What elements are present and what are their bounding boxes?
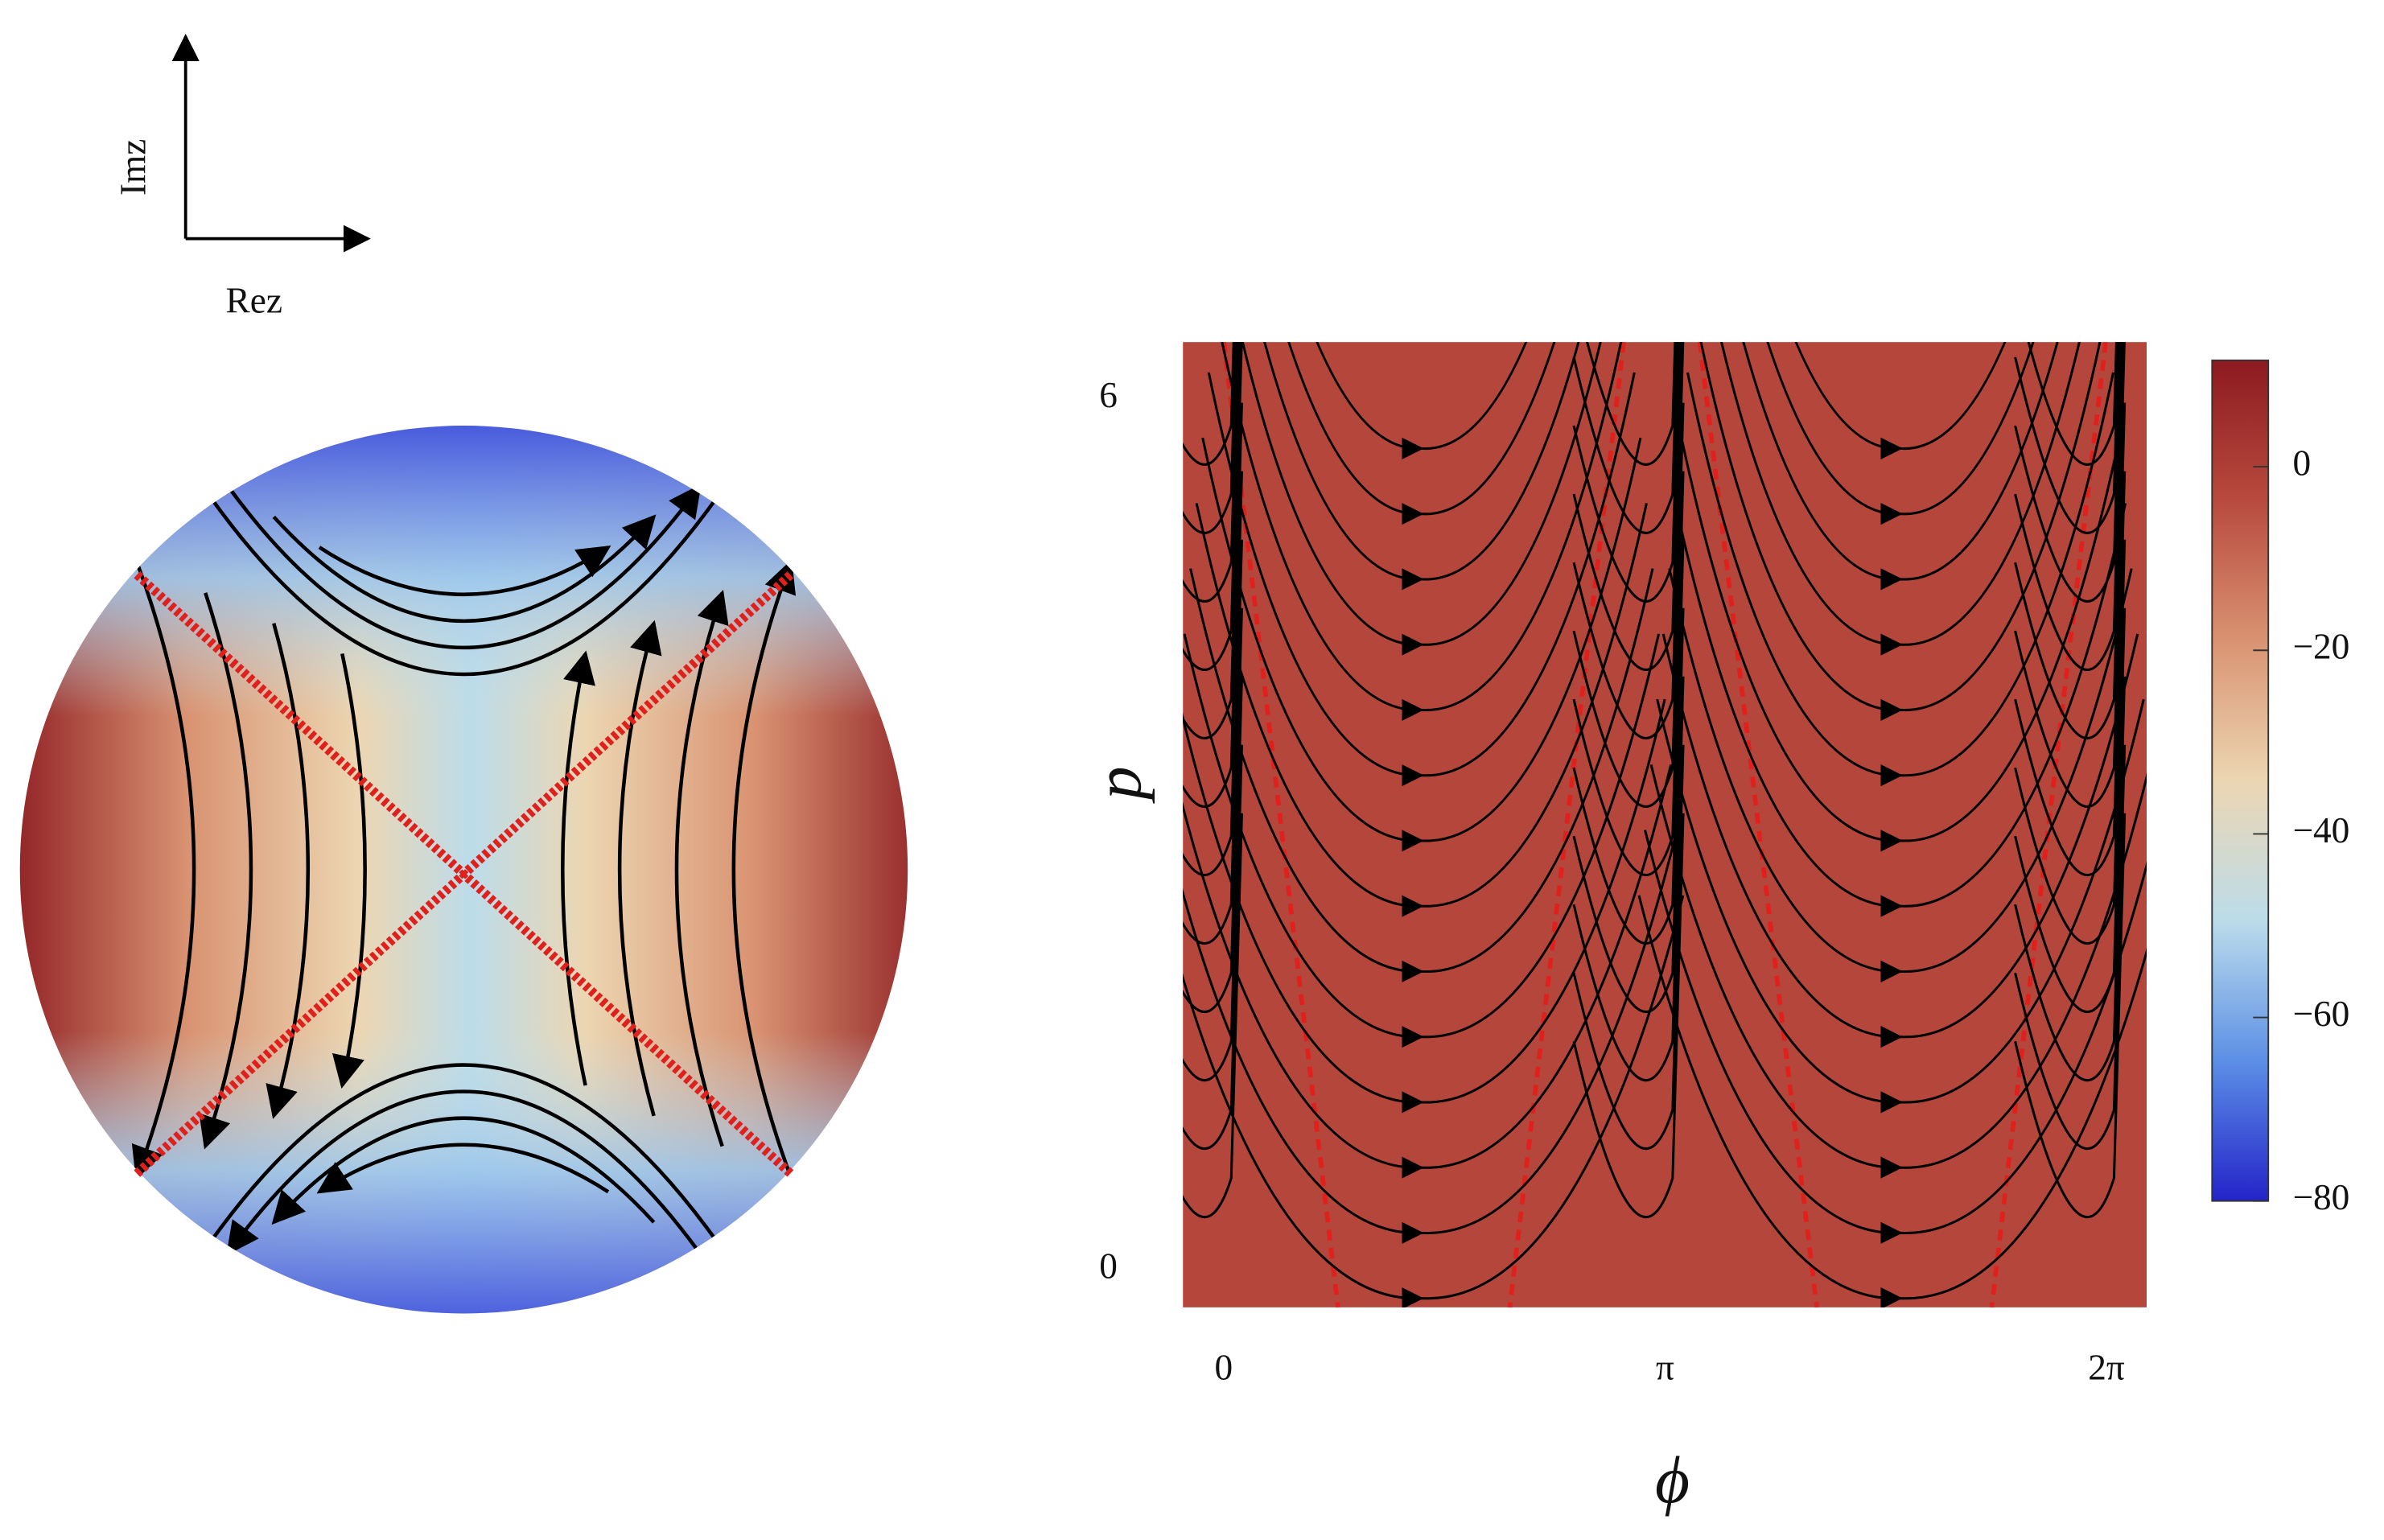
streamline bbox=[1572, 342, 1682, 671]
streamline bbox=[1287, 342, 1556, 525]
streamline bbox=[1183, 539, 1243, 945]
streamline bbox=[2014, 342, 2126, 739]
streamline bbox=[2014, 813, 2127, 1219]
streamline bbox=[1183, 676, 1243, 1081]
streamline bbox=[1183, 633, 1661, 1048]
streamline bbox=[1183, 342, 1237, 534]
streamline bbox=[1644, 830, 2147, 1244]
streamline bbox=[1656, 698, 2145, 1114]
streamline bbox=[316, 1143, 610, 1194]
streamline bbox=[131, 562, 196, 1180]
streamline bbox=[1572, 342, 1685, 739]
disk-plot bbox=[19, 426, 908, 1314]
colorbar bbox=[2211, 359, 2270, 1202]
streamline bbox=[1183, 813, 1243, 1219]
streamline bbox=[331, 653, 367, 1089]
streamline bbox=[1661, 633, 2139, 1048]
streamline bbox=[2014, 744, 2127, 1150]
streamline bbox=[1720, 342, 2081, 656]
colorbar-tick-label: 0 bbox=[2292, 443, 2311, 484]
streamline bbox=[2014, 402, 2127, 808]
x-tick-label: π bbox=[1656, 1348, 1674, 1388]
streamline bbox=[1183, 342, 1239, 603]
streamline bbox=[1183, 607, 1243, 1013]
streamline bbox=[1183, 342, 1241, 671]
streamline bbox=[1183, 471, 1243, 876]
streamline bbox=[1766, 342, 2035, 525]
heatmap bbox=[1183, 342, 2147, 1307]
x-tick-label: 2π bbox=[2088, 1348, 2125, 1388]
streamline bbox=[1221, 342, 1623, 721]
streamline bbox=[1316, 342, 1528, 459]
colorbar-tick-label: −40 bbox=[2292, 810, 2349, 850]
streamline bbox=[674, 590, 729, 1147]
streamline bbox=[1742, 342, 2059, 591]
streamline bbox=[1680, 437, 2121, 852]
streamline bbox=[1686, 372, 2114, 787]
streamline bbox=[1189, 568, 1654, 982]
streamline bbox=[561, 650, 595, 1086]
streamline bbox=[226, 484, 702, 650]
streamline bbox=[1572, 471, 1685, 876]
x-tick-label: 0 bbox=[1214, 1348, 1233, 1388]
streamline bbox=[2014, 342, 2124, 671]
y-tick-label: 6 bbox=[1099, 375, 1118, 415]
streamline bbox=[318, 545, 611, 596]
streamline bbox=[1637, 895, 2147, 1307]
streamline bbox=[2014, 607, 2127, 1013]
streamline bbox=[2014, 342, 2120, 534]
streamline bbox=[2027, 342, 2118, 466]
streamline bbox=[1794, 342, 2007, 459]
colorbar-tick-label: −60 bbox=[2292, 994, 2349, 1034]
streamline bbox=[1195, 503, 1648, 917]
streamline bbox=[1649, 764, 2147, 1179]
streamline bbox=[1183, 764, 1673, 1179]
streamline bbox=[2014, 676, 2127, 1081]
colorbar-tick-label: −20 bbox=[2292, 627, 2349, 667]
streamline bbox=[1572, 813, 1685, 1219]
axis-label: Rez bbox=[225, 280, 282, 320]
inset-axes: Imz Rez bbox=[113, 33, 371, 320]
streamline bbox=[731, 559, 797, 1178]
streamline bbox=[226, 1089, 702, 1256]
streamline bbox=[2014, 342, 2122, 603]
streamline bbox=[1572, 342, 1681, 603]
streamline bbox=[266, 623, 311, 1119]
streamline bbox=[1183, 698, 1666, 1114]
streamline bbox=[1674, 503, 2127, 917]
streamline bbox=[1699, 342, 2102, 721]
y-tick-label: 0 bbox=[1099, 1246, 1118, 1286]
streamline bbox=[1572, 676, 1685, 1081]
streamline bbox=[1572, 402, 1685, 808]
streamline bbox=[1183, 342, 1243, 739]
streamline bbox=[181, 453, 747, 677]
streamline bbox=[199, 592, 253, 1150]
streamline bbox=[617, 620, 662, 1117]
streamline bbox=[1586, 342, 1677, 466]
streamline bbox=[1183, 342, 1235, 466]
separatrix bbox=[134, 571, 794, 1177]
colorbar-tick-label: −80 bbox=[2292, 1177, 2349, 1217]
axis-label: Imz bbox=[113, 139, 154, 196]
streamline bbox=[1572, 607, 1685, 1013]
streamline bbox=[180, 1063, 747, 1287]
streamline bbox=[1572, 744, 1685, 1150]
streamline bbox=[1183, 402, 1243, 808]
x-axis-label: ϕ bbox=[1655, 1443, 1690, 1517]
streamline bbox=[1183, 744, 1243, 1150]
streamline bbox=[1572, 342, 1678, 534]
streamline bbox=[1207, 372, 1636, 787]
streamline bbox=[2014, 539, 2127, 945]
y-axis-label: p bbox=[1081, 766, 1155, 804]
streamline bbox=[1572, 539, 1685, 945]
streamline bbox=[2014, 471, 2127, 876]
streamline bbox=[1183, 830, 1678, 1244]
streamline bbox=[1263, 342, 1580, 591]
streamline bbox=[1241, 342, 1602, 656]
